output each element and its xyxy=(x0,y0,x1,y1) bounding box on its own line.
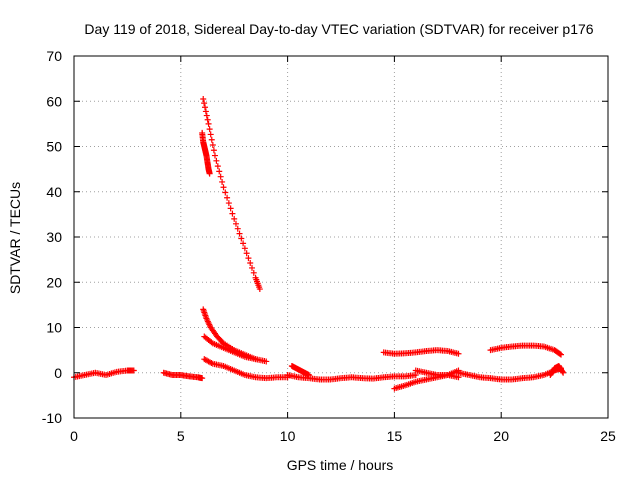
y-tick-label: 20 xyxy=(46,274,62,290)
data-point xyxy=(208,136,215,143)
data-point xyxy=(209,141,216,148)
data-point xyxy=(245,255,252,262)
y-tick-label: 0 xyxy=(54,365,62,381)
data-marks xyxy=(71,95,567,392)
data-point xyxy=(556,350,563,357)
data-point xyxy=(202,108,209,115)
series-seg1 xyxy=(71,367,137,381)
data-point xyxy=(200,95,207,102)
data-point xyxy=(238,235,245,242)
series-seg3 xyxy=(200,95,263,293)
data-point xyxy=(241,245,248,252)
data-point xyxy=(234,225,241,232)
y-tick-label: -10 xyxy=(42,410,62,426)
series-seg4 xyxy=(199,129,213,177)
data-point xyxy=(243,250,250,257)
data-point xyxy=(211,152,218,159)
series-seg12 xyxy=(412,367,462,381)
data-point xyxy=(199,375,206,382)
data-point xyxy=(203,112,210,119)
y-tick-label: 40 xyxy=(46,184,62,200)
data-point xyxy=(220,184,227,191)
grid xyxy=(74,56,608,418)
chart-title: Day 119 of 2018, Sidereal Day-to-day VTE… xyxy=(84,21,593,37)
x-tick-label: 10 xyxy=(280,428,296,444)
data-point xyxy=(214,163,221,170)
data-point xyxy=(247,260,254,267)
data-point xyxy=(229,210,236,217)
data-point xyxy=(225,200,232,207)
y-tick-label: 50 xyxy=(46,139,62,155)
series-seg10 xyxy=(380,347,462,357)
x-axis-title: GPS time / hours xyxy=(287,457,394,473)
data-point xyxy=(455,350,462,357)
x-tick-label: 15 xyxy=(387,428,403,444)
y-tick-label: 60 xyxy=(46,93,62,109)
data-point xyxy=(231,215,238,222)
series-seg9 xyxy=(288,362,312,379)
data-point xyxy=(240,240,247,247)
data-point xyxy=(201,100,208,107)
data-point xyxy=(207,131,214,138)
data-point xyxy=(217,173,224,180)
series-seg6 xyxy=(201,356,291,382)
data-point xyxy=(210,147,217,154)
data-point xyxy=(305,372,312,379)
x-tick-label: 25 xyxy=(600,428,616,444)
x-tick-label: 20 xyxy=(493,428,509,444)
data-point xyxy=(232,220,239,227)
data-point xyxy=(206,170,213,177)
y-tick-label: 30 xyxy=(46,229,62,245)
series-seg2 xyxy=(160,369,206,382)
data-point xyxy=(256,286,263,293)
data-point xyxy=(130,367,137,374)
series-seg14 xyxy=(487,342,565,358)
y-tick-label: 70 xyxy=(46,48,62,64)
data-point xyxy=(236,230,243,237)
y-axis-title: SDTVAR / TECUs xyxy=(7,182,23,294)
data-point xyxy=(219,178,226,185)
data-point xyxy=(202,104,209,111)
data-point xyxy=(205,120,212,127)
data-point xyxy=(560,369,567,376)
data-point xyxy=(558,351,565,358)
data-point xyxy=(224,194,231,201)
series-seg15 xyxy=(547,362,567,379)
data-point xyxy=(216,168,223,175)
data-point xyxy=(222,189,229,196)
data-point xyxy=(249,264,255,271)
x-tick-label: 5 xyxy=(177,428,185,444)
series-seg8 xyxy=(284,372,419,383)
series-seg7 xyxy=(201,333,270,365)
data-point xyxy=(250,269,257,276)
axis-ticks: 0 5 10 15 20 25 -10 0 10 20 30 40 50 60 70 xyxy=(42,48,616,444)
data-point xyxy=(204,116,211,123)
x-tick-label: 0 xyxy=(70,428,78,444)
data-point xyxy=(263,358,270,365)
data-point xyxy=(213,157,220,164)
y-tick-label: 10 xyxy=(46,320,62,336)
data-point xyxy=(227,205,234,212)
data-point xyxy=(559,368,566,375)
data-point xyxy=(206,126,213,133)
